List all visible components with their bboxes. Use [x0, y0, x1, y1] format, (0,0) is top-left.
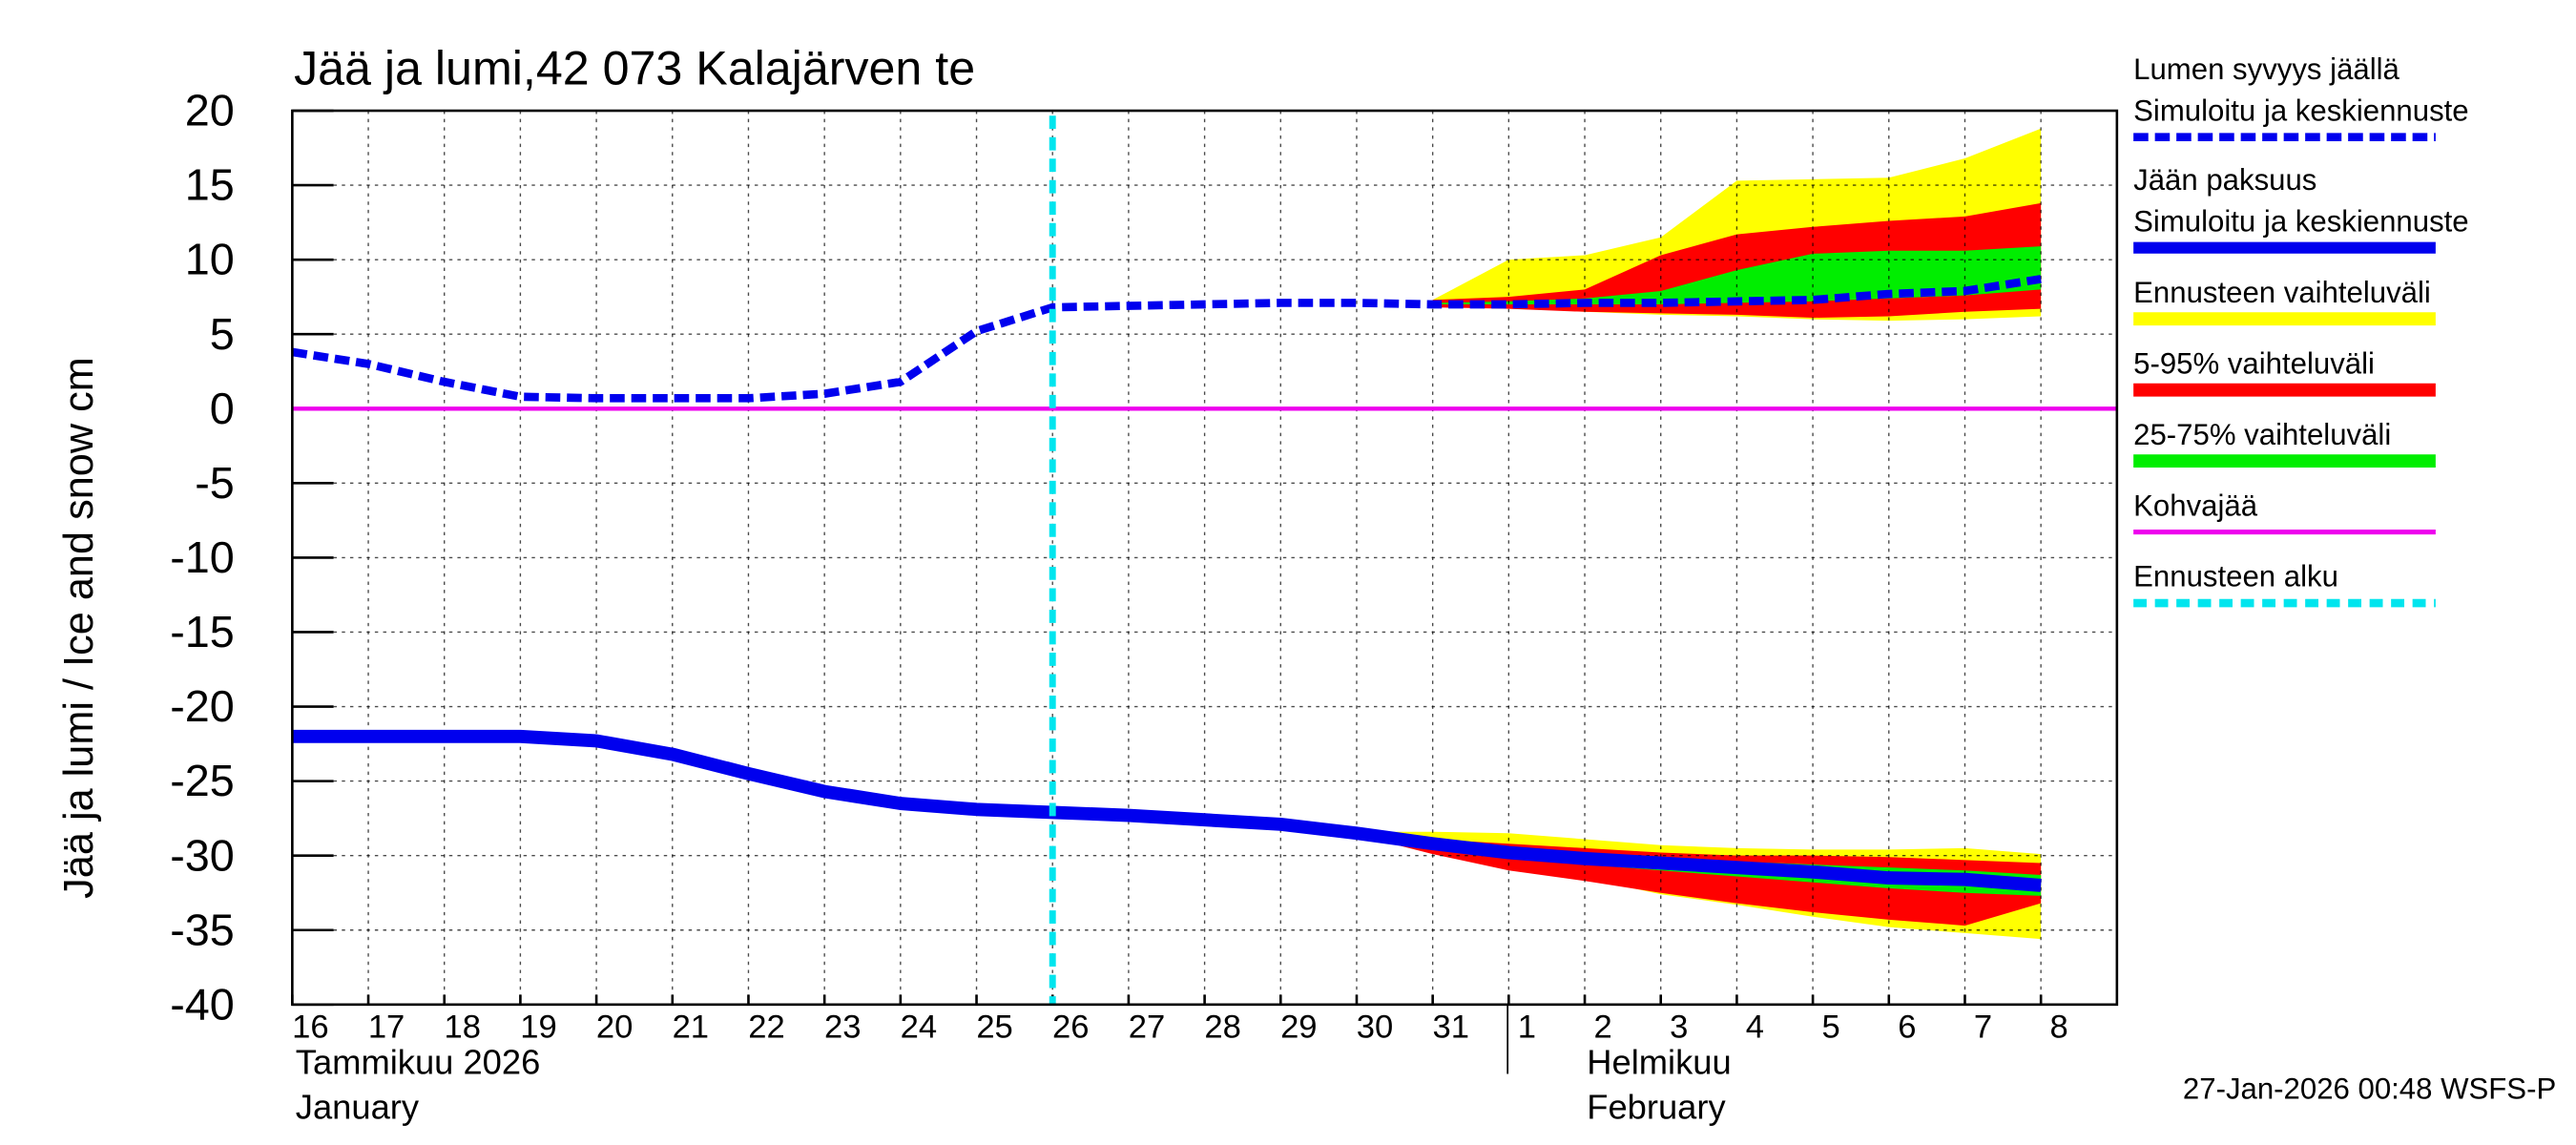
y-tick-label: -40: [170, 979, 235, 1029]
y-tick-label: -30: [170, 830, 235, 880]
legend-label: Simuloitu ja keskiennuste: [2133, 204, 2468, 238]
y-tick-label: 0: [210, 384, 235, 433]
x-tick-label: 19: [520, 1009, 556, 1045]
month-label: January: [296, 1087, 420, 1126]
month-label: Tammikuu 2026: [296, 1043, 541, 1082]
month-label: Helmikuu: [1587, 1043, 1731, 1082]
y-tick-label: -5: [195, 458, 235, 508]
y-tick-label: 20: [185, 86, 235, 135]
x-tick-label: 1: [1518, 1009, 1536, 1045]
x-tick-label: 26: [1052, 1009, 1089, 1045]
x-tick-label: 3: [1670, 1009, 1688, 1045]
x-tick-label: 31: [1432, 1009, 1468, 1045]
legend-label: 25-75% vaihteluväli: [2133, 418, 2391, 451]
y-tick-label: 10: [185, 235, 235, 284]
series-line: [291, 275, 2042, 403]
x-tick-label: 23: [824, 1009, 861, 1045]
x-tick-label: 18: [445, 1009, 481, 1045]
y-tick-label: -25: [170, 756, 235, 805]
x-tick-label: 25: [976, 1009, 1012, 1045]
series-line: [292, 729, 2042, 892]
legend-label: Ennusteen alku: [2133, 560, 2338, 593]
y-tick-label: -20: [170, 681, 235, 731]
x-tick-label: 24: [901, 1009, 937, 1045]
x-tick-label: 6: [1898, 1009, 1916, 1045]
chart-title: Jää ja lumi,42 073 Kalajärven te: [294, 41, 975, 94]
x-tick-label: 2: [1593, 1009, 1611, 1045]
x-tick-label: 17: [368, 1009, 405, 1045]
y-tick-label: -35: [170, 905, 235, 954]
y-tick-label: 5: [210, 309, 235, 359]
y-tick-label: -15: [170, 607, 235, 656]
legend-label: Lumen syvyys jäällä: [2133, 52, 2399, 86]
y-axis-label: Jää ja lumi / Ice and snow cm: [56, 357, 102, 899]
x-tick-label: 20: [596, 1009, 633, 1045]
y-tick-label: 15: [185, 160, 235, 210]
y-tick-label: -10: [170, 532, 235, 582]
x-tick-label: 28: [1204, 1009, 1240, 1045]
timestamp: 27-Jan-2026 00:48 WSFS-P: [2183, 1072, 2556, 1106]
x-tick-label: 22: [748, 1009, 784, 1045]
plot-frame: [291, 109, 2119, 1007]
legend-label: Ennusteen vaihteluväli: [2133, 276, 2431, 309]
legend-label: Kohvajää: [2133, 489, 2258, 522]
x-tick-label: 21: [673, 1009, 709, 1045]
x-tick-label: 7: [1974, 1009, 1992, 1045]
x-tick-label: 5: [1822, 1009, 1840, 1045]
legend-label: Simuloitu ja keskiennuste: [2133, 94, 2468, 127]
x-tick-label: 4: [1746, 1009, 1764, 1045]
x-tick-label: 8: [2050, 1009, 2068, 1045]
x-tick-label: 30: [1357, 1009, 1393, 1045]
x-tick-label: 16: [292, 1009, 328, 1045]
month-label: February: [1587, 1087, 1726, 1126]
legend-label: 5-95% vaihteluväli: [2133, 346, 2375, 380]
legend-label: Jään paksuus: [2133, 163, 2316, 197]
x-tick-label: 27: [1129, 1009, 1165, 1045]
x-tick-label: 29: [1280, 1009, 1317, 1045]
